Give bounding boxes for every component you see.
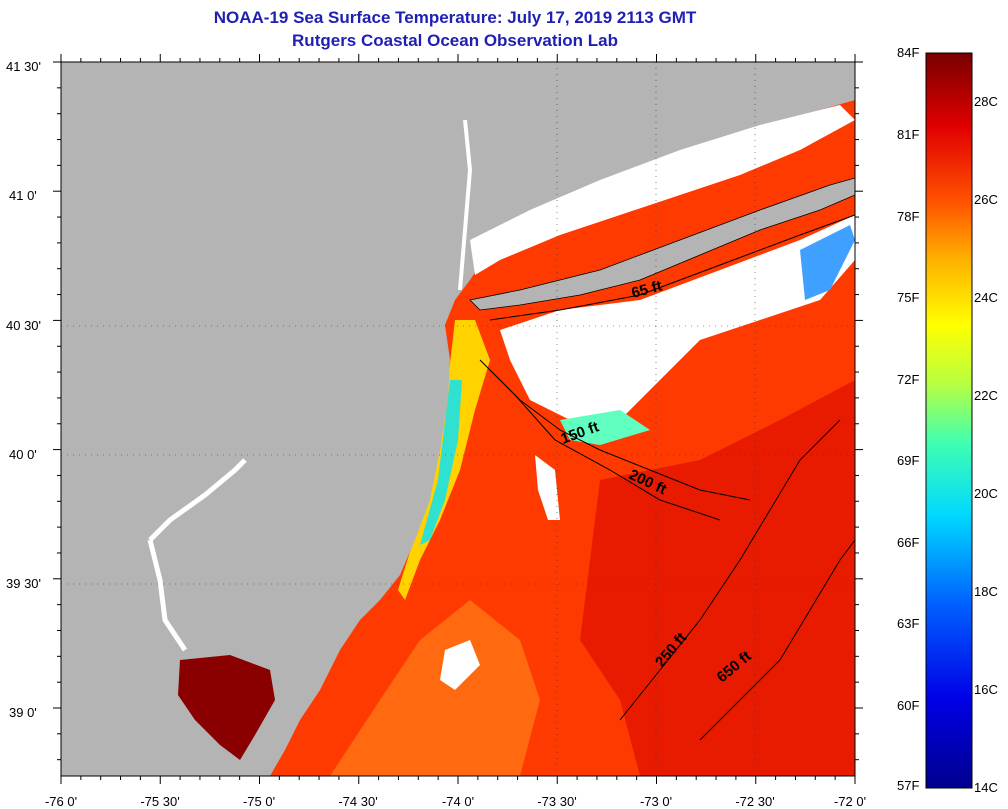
lon-label: -72 0': [834, 794, 866, 809]
colorbar-label-f: 57F: [897, 778, 919, 793]
lat-label: 41 30': [6, 59, 41, 74]
colorbar-label-c: 28C: [974, 94, 998, 109]
lon-label: -72 30': [735, 794, 774, 809]
colorbar-celsius-labels: 28C 26C 24C 22C 20C 18C 16C 14C: [974, 94, 998, 795]
lon-label: -75 30': [140, 794, 179, 809]
delaware-river: [147, 458, 247, 652]
colorbar-label-c: 22C: [974, 388, 998, 403]
colorbar-label-c: 26C: [974, 192, 998, 207]
colorbar-label-f: 72F: [897, 372, 919, 387]
lat-label: 40 0': [9, 447, 37, 462]
colorbar-label-c: 14C: [974, 780, 998, 795]
warm-water-region: [580, 380, 855, 776]
cloud-cover: [500, 215, 855, 420]
lon-label: -75 0': [243, 794, 275, 809]
lat-label: 40 30': [6, 318, 41, 333]
map-title: NOAA-19 Sea Surface Temperature: July 17…: [213, 8, 697, 27]
cooler-shelf-water: [330, 600, 540, 776]
colorbar-label-f: 66F: [897, 535, 919, 550]
lon-label: -73 30': [537, 794, 576, 809]
lat-label: 39 0': [9, 705, 37, 720]
delaware-bay: [178, 655, 275, 760]
longitude-labels: -76 0' -75 30' -75 0' -74 30' -74 0' -73…: [45, 794, 866, 809]
depth-contours: [479, 214, 855, 741]
contour-200ft: [479, 359, 721, 521]
colorbar-label-f: 63F: [897, 616, 919, 631]
colorbar-label-c: 18C: [974, 584, 998, 599]
colorbar-label-f: 69F: [897, 453, 919, 468]
colorbar: [925, 52, 973, 789]
colorbar-label-f: 78F: [897, 209, 919, 224]
colorbar-fahrenheit-labels: 84F 81F 78F 75F 72F 69F 66F 63F 60F 57F: [897, 45, 919, 793]
lat-label: 41 0': [9, 188, 37, 203]
colorbar-label-c: 16C: [974, 682, 998, 697]
cool-water-edge: [560, 410, 650, 445]
map-subtitle: Rutgers Coastal Ocean Observation Lab: [292, 31, 618, 50]
contour-250ft: [619, 419, 841, 721]
lon-label: -74 30': [338, 794, 377, 809]
latitude-labels: 41 30' 41 0' 40 30' 40 0' 39 30' 39 0': [6, 59, 41, 720]
cloud-cover-patch: [440, 640, 480, 690]
colorbar-label-f: 81F: [897, 127, 919, 142]
colorbar-label-c: 20C: [974, 486, 998, 501]
colorbar-label-f: 60F: [897, 698, 919, 713]
colorbar-label-f: 84F: [897, 45, 919, 60]
graticule: [61, 62, 855, 776]
contour-65ft: [489, 214, 855, 321]
lon-label: -73 0': [640, 794, 672, 809]
lat-label: 39 30': [6, 576, 41, 591]
colorbar-label-f: 75F: [897, 290, 919, 305]
long-island-sound: [470, 105, 855, 275]
cold-upwelling-water: [420, 380, 462, 545]
long-island: [469, 177, 855, 311]
cool-water-edge: [800, 225, 855, 300]
lon-label: -76 0': [45, 794, 77, 809]
hudson-river: [458, 119, 473, 291]
contour-650ft: [699, 539, 855, 741]
colorbar-label-c: 24C: [974, 290, 998, 305]
cloud-cover-patch: [535, 455, 560, 520]
axis-ticks: [53, 54, 863, 784]
lon-label: -74 0': [442, 794, 474, 809]
land-mass: [61, 62, 855, 776]
